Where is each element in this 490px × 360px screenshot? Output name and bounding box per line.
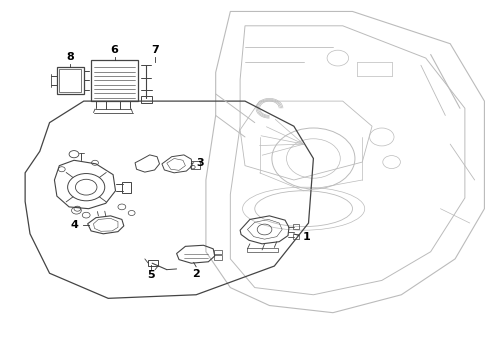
Bar bbox=[293, 234, 299, 239]
Text: 5: 5 bbox=[147, 270, 155, 280]
Bar bbox=[142, 96, 152, 103]
Bar bbox=[214, 255, 221, 260]
Text: 1: 1 bbox=[303, 232, 310, 242]
Text: 7: 7 bbox=[151, 45, 159, 55]
Bar bbox=[57, 67, 84, 94]
Bar bbox=[214, 249, 221, 254]
Text: 8: 8 bbox=[66, 52, 74, 62]
Bar bbox=[59, 69, 81, 92]
Bar bbox=[247, 248, 278, 252]
Bar bbox=[122, 182, 131, 193]
Bar bbox=[293, 224, 299, 229]
Bar bbox=[148, 260, 158, 266]
Text: 4: 4 bbox=[71, 220, 79, 230]
Bar bbox=[91, 60, 138, 101]
Text: 6: 6 bbox=[111, 45, 119, 55]
Text: 2: 2 bbox=[192, 269, 200, 279]
Text: 3: 3 bbox=[196, 158, 204, 168]
Bar bbox=[191, 161, 200, 169]
